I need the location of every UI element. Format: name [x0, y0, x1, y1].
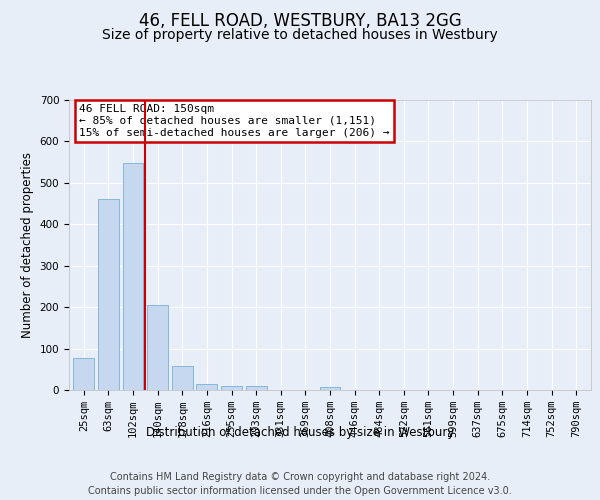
Y-axis label: Number of detached properties: Number of detached properties: [21, 152, 34, 338]
Bar: [73, 358, 94, 390]
Bar: [147, 305, 168, 390]
Text: 46 FELL ROAD: 150sqm
← 85% of detached houses are smaller (1,151)
15% of semi-de: 46 FELL ROAD: 150sqm ← 85% of detached h…: [79, 104, 390, 138]
Bar: [172, 366, 193, 390]
Text: Distribution of detached houses by size in Westbury: Distribution of detached houses by size …: [146, 426, 454, 439]
Bar: [122, 162, 143, 390]
Text: Contains public sector information licensed under the Open Government Licence v3: Contains public sector information licen…: [88, 486, 512, 496]
Bar: [98, 199, 119, 390]
Text: Contains HM Land Registry data © Crown copyright and database right 2024.: Contains HM Land Registry data © Crown c…: [110, 472, 490, 482]
Text: 46, FELL ROAD, WESTBURY, BA13 2GG: 46, FELL ROAD, WESTBURY, BA13 2GG: [139, 12, 461, 30]
Bar: [196, 384, 217, 390]
Bar: [320, 386, 340, 390]
Bar: [245, 386, 266, 390]
Bar: [221, 386, 242, 390]
Text: Size of property relative to detached houses in Westbury: Size of property relative to detached ho…: [102, 28, 498, 42]
